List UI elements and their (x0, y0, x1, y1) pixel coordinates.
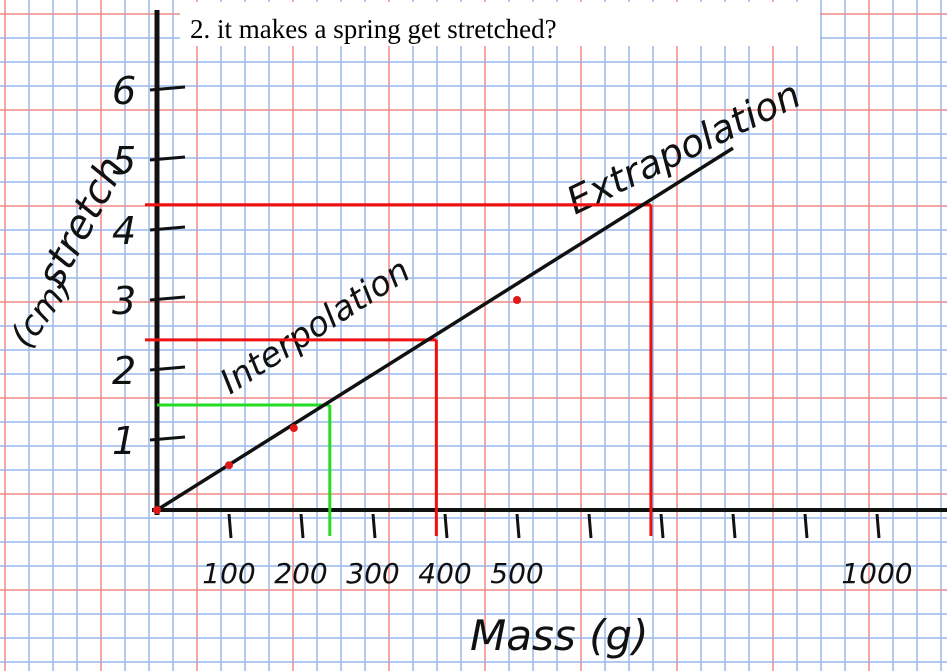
chart-title: 2. it makes a spring get stretched? (190, 14, 557, 44)
data-point (513, 296, 521, 304)
x-tick (373, 514, 375, 538)
x-tick (229, 514, 231, 538)
x-tick (733, 514, 735, 538)
data-point (225, 461, 233, 469)
x-tick-label: 400 (418, 557, 471, 590)
data-point (290, 424, 298, 432)
graph-paper (0, 0, 947, 671)
x-tick-label: 1000 (841, 557, 912, 590)
data-point (153, 506, 161, 514)
x-tick-label: 500 (490, 557, 543, 590)
y-tick-label: 3 (112, 279, 136, 323)
x-tick-label: 300 (346, 557, 399, 590)
chart: 2. it makes a spring get stretched? stre… (0, 0, 947, 671)
x-tick (589, 514, 591, 538)
fit-line (157, 148, 733, 510)
y-tick-label: 2 (112, 349, 136, 393)
y-tick-label: 1 (112, 419, 136, 463)
y-tick-label: 4 (112, 209, 136, 253)
y-tick-label: 5 (112, 139, 136, 183)
x-tick (661, 514, 663, 538)
x-tick (301, 514, 303, 538)
annotation: Extrapolation (560, 72, 808, 223)
x-tick (877, 514, 879, 538)
x-tick (805, 514, 807, 538)
x-tick-label: 100 (202, 557, 255, 590)
x-tick-label: 200 (274, 557, 327, 590)
x-axis-label: Mass (g) (470, 611, 649, 660)
x-tick (445, 514, 447, 538)
x-tick (517, 514, 519, 538)
y-tick-label: 6 (112, 69, 136, 113)
